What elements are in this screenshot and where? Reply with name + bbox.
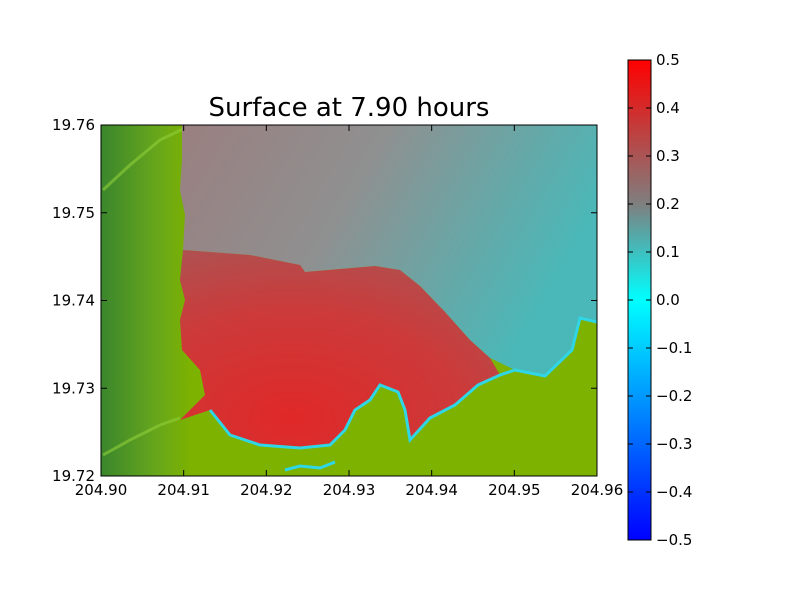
shoreline-south [284,460,336,472]
x-tick-label: 204.96 [571,481,624,499]
heatmap-plot [101,125,597,476]
colorbar-axis: −0.5 −0.4 −0.3 −0.2 −0.1 0.0 0.1 0.2 0.3 0.4 0.5 [628,51,692,549]
x-tick-label: 204.93 [323,481,376,499]
shoreline [208,316,597,450]
y-tick-label: 19.72 [52,467,95,485]
colorbar-tick-label: 0.0 [656,291,680,309]
stream-line [101,126,186,192]
chart-title: Surface at 7.90 hours [209,93,490,123]
x-tick-label: 204.95 [488,481,541,499]
x-tick-label: 204.90 [75,481,128,499]
y-tick-label: 19.74 [52,292,95,310]
western-highlands [101,125,191,476]
x-tick-label: 204.91 [157,481,210,499]
bay-region [180,250,500,448]
x-tick-label: 204.94 [405,481,458,499]
stream-line [102,416,181,457]
y-axis: 19.72 19.73 19.74 19.75 19.76 [52,116,597,485]
colorbar-tick-label: −0.4 [656,483,692,501]
colorbar-tick-label: 0.4 [656,99,680,117]
colorbar-tick-label: 0.3 [656,147,680,165]
y-tick-label: 19.75 [52,204,95,222]
y-tick-label: 19.73 [52,379,95,397]
x-axis: 204.90 204.91 204.92 204.93 204.94 204.95 204.… [75,125,624,499]
colorbar-tick-label: −0.1 [656,339,692,357]
colorbar-tick-label: 0.5 [656,51,680,69]
y-tick-label: 19.76 [52,116,95,134]
colorbar-tick-label: −0.3 [656,435,692,453]
colorbar-tick-label: −0.5 [656,531,692,549]
colorbar-tick-label: −0.2 [656,387,692,405]
colorbar-tick-label: 0.2 [656,195,680,213]
water-region [180,125,597,376]
colorbar-tick-label: 0.1 [656,243,680,261]
x-tick-label: 204.92 [240,481,293,499]
